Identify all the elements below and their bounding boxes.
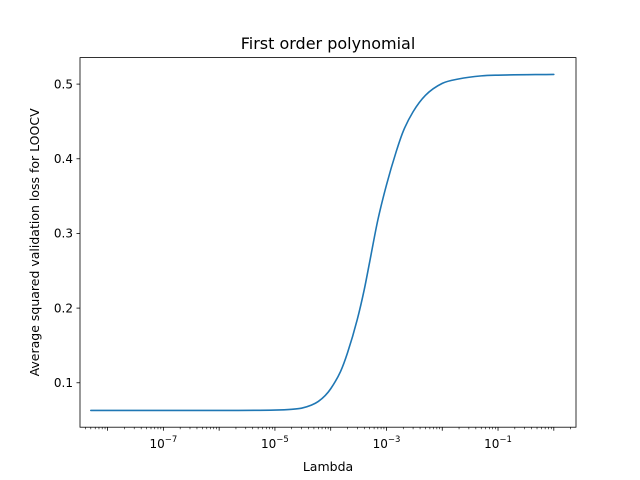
y-tick-label: 0.3 bbox=[54, 227, 73, 241]
x-tick-label: 10−7 bbox=[149, 435, 177, 451]
y-axis-label: Average squared validation loss for LOOC… bbox=[27, 108, 42, 377]
series-line-0 bbox=[90, 73, 555, 412]
x-tick-base: 10 bbox=[484, 437, 499, 451]
chart-title: First order polynomial bbox=[241, 34, 416, 53]
x-tick-base: 10 bbox=[261, 437, 276, 451]
x-tick-base: 10 bbox=[149, 437, 164, 451]
x-tick-exponent: −1 bbox=[499, 435, 512, 445]
y-tick-label: 0.2 bbox=[54, 301, 73, 315]
x-axis-label: Lambda bbox=[303, 459, 353, 474]
x-tick-exponent: −3 bbox=[388, 435, 401, 445]
x-tick-exponent: −7 bbox=[165, 435, 178, 445]
plot-area bbox=[80, 57, 576, 428]
y-ticks: 0.1 0.2 0.3 0.4 0.5 bbox=[54, 77, 80, 390]
x-tick-label: 10−3 bbox=[373, 435, 401, 451]
y-tick-label: 0.4 bbox=[54, 152, 73, 166]
x-tick-label: 10−5 bbox=[261, 435, 289, 451]
x-tick-base: 10 bbox=[373, 437, 388, 451]
y-tick-label: 0.5 bbox=[54, 77, 73, 91]
x-tick-exponent: −5 bbox=[276, 435, 289, 445]
x-tick-label: 10−1 bbox=[484, 435, 512, 451]
x-ticks: 10−7 10−5 10−3 10−1 bbox=[85, 427, 571, 451]
y-tick-label: 0.1 bbox=[54, 376, 73, 390]
series-layer bbox=[90, 73, 555, 412]
